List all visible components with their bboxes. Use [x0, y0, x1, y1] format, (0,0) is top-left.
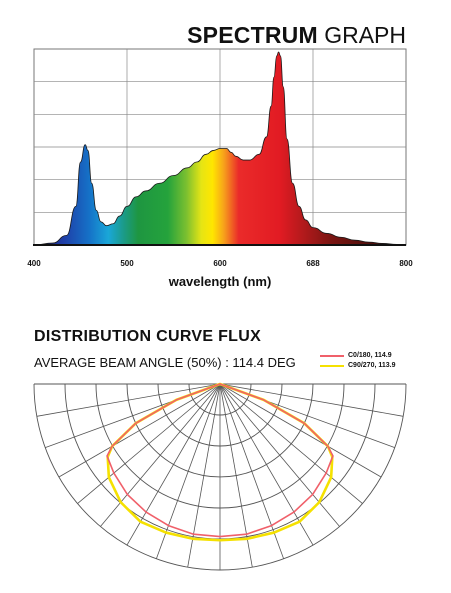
polar-spoke: [219, 383, 314, 546]
spectrum-x-tick-label: 600: [213, 259, 227, 268]
polar-spoke: [219, 383, 404, 417]
legend-label-c90: C90/270, 113.9: [348, 362, 396, 369]
polar-spoke: [187, 383, 221, 568]
polar-spoke: [219, 383, 253, 568]
spectrum-x-tick-label: 688: [306, 259, 320, 268]
polar-spoke: [126, 383, 221, 546]
spectrum-title-light: GRAPH: [324, 22, 406, 48]
polar-spoke: [219, 383, 363, 504]
legend-swatch-c0: [320, 355, 344, 357]
legend-label-c0: C0/180, 114.9: [348, 352, 392, 359]
distribution-title: DISTRIBUTION CURVE FLUX: [34, 328, 262, 345]
polar-spoke: [58, 383, 221, 478]
legend-entry-c90: C90/270, 113.9: [320, 361, 396, 371]
legend-swatch-c90: [320, 365, 344, 367]
polar-spoke: [36, 383, 221, 417]
spectrum-chart: 400 500 600 688 800 wavelength (nm): [27, 48, 413, 289]
polar-curve-c0: [106, 383, 334, 538]
spectrum-x-axis-label: wavelength (nm): [168, 274, 272, 289]
distribution-subtitle: AVERAGE BEAM ANGLE (50%) : 114.4 DEG: [34, 355, 296, 370]
polar-spoke: [77, 383, 221, 504]
spectrum-title-bold: SPECTRUM: [187, 22, 318, 48]
spectrum-title: SPECTRUM GRAPH: [187, 22, 406, 48]
spectrum-x-tick-label: 500: [120, 259, 134, 268]
polar-spoke: [219, 383, 284, 559]
legend-entry-c0: C0/180, 114.9: [320, 351, 396, 361]
spectrum-x-tick-label: 400: [27, 259, 41, 268]
polar-spoke: [156, 383, 221, 559]
distribution-legend: C0/180, 114.9 C90/270, 113.9: [320, 351, 396, 371]
spectrum-area: [33, 51, 407, 246]
spectrum-x-tick-label: 800: [399, 259, 413, 268]
polar-spoke: [219, 383, 382, 478]
